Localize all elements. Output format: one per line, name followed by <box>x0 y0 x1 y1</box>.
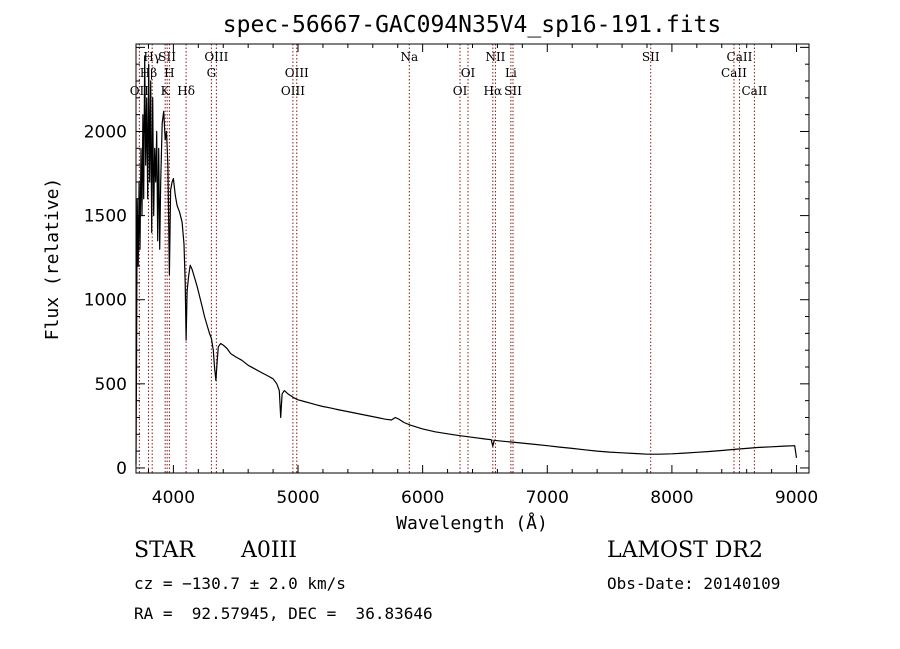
line-label-4: NII <box>485 50 505 64</box>
survey-name: LAMOST DR2 <box>607 538 763 563</box>
line-label-0: Hγ <box>143 50 161 64</box>
y-tick-label-4: 2000 <box>84 122 127 142</box>
line-label-17: OIII <box>281 84 305 98</box>
line-label-13: CaII <box>721 66 747 80</box>
x-tick-label-1: 5000 <box>276 488 319 508</box>
line-label-9: G <box>207 66 217 80</box>
object-class: STAR <box>134 538 195 563</box>
chart-title: spec-56667-GAC094N35V4_sp16-191.fits <box>223 12 722 38</box>
line-label-12: Li <box>505 66 517 80</box>
line-label-15: K <box>161 84 171 98</box>
line-label-20: SII <box>504 84 522 98</box>
line-label-10: OIII <box>285 66 309 80</box>
redshift-readout: cz = −130.7 ± 2.0 km/s <box>134 574 346 593</box>
y-axis-label: Flux (relative) <box>42 178 63 341</box>
line-label-14: OII <box>130 84 150 98</box>
line-label-19: Hα <box>484 84 503 98</box>
y-tick-label-3: 1500 <box>84 207 127 227</box>
x-tick-label-0: 4000 <box>152 488 195 508</box>
x-tick-label-4: 8000 <box>650 488 693 508</box>
line-label-16: Hδ <box>177 84 195 98</box>
y-tick-label-1: 500 <box>95 375 127 395</box>
spectrum-series-0 <box>135 55 798 465</box>
observation-date: Obs-Date: 20140109 <box>607 574 781 593</box>
coordinates-readout: RA = 92.57945, DEC = 36.83646 <box>134 604 433 623</box>
line-label-3: Na <box>400 50 418 64</box>
axis-ticks: 4000 5000 6000 7000 8000 9000 0 500 1000 1500 2000 <box>84 44 818 508</box>
x-axis-label: Wavelength (Å) <box>396 512 548 534</box>
line-label-8: H <box>164 66 174 80</box>
object-subclass: A0III <box>241 538 297 563</box>
y-tick-label-2: 1000 <box>84 291 127 311</box>
y-tick-label-0: 0 <box>116 459 127 479</box>
x-tick-label-2: 6000 <box>401 488 444 508</box>
line-label-5: SII <box>642 50 660 64</box>
x-tick-label-3: 7000 <box>526 488 569 508</box>
line-label-21: CaII <box>741 84 767 98</box>
line-label-6: CaII <box>727 50 753 64</box>
line-label-1: SII <box>158 50 176 64</box>
line-label-2: OIII <box>204 50 228 64</box>
x-tick-label-5: 9000 <box>775 488 818 508</box>
plot-frame <box>135 43 810 474</box>
line-label-11: OI <box>461 66 476 80</box>
line-label-18: OI <box>453 84 468 98</box>
series-layer <box>135 55 798 465</box>
